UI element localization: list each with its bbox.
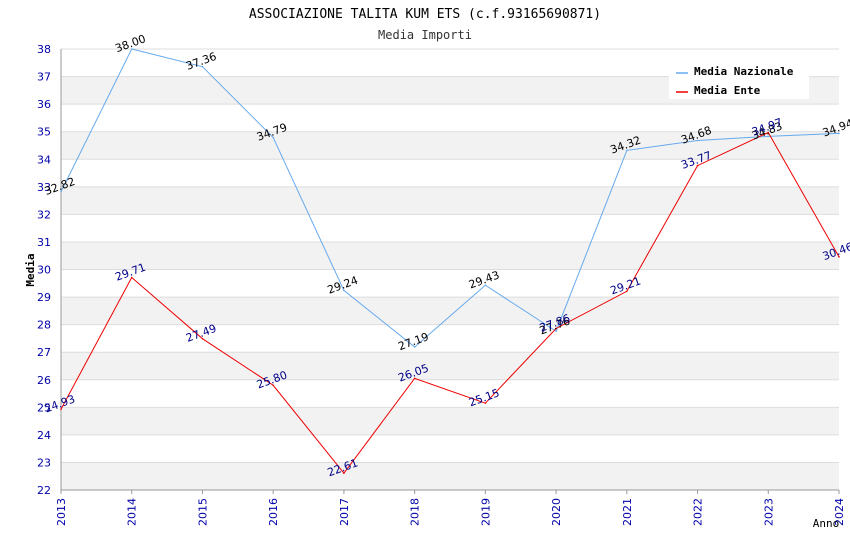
grid-band [61,297,839,325]
x-tick-label: 2013 [55,498,68,526]
axes [60,49,839,491]
data-label-media-ente: 29.21 [609,274,643,297]
x-tick-label: 2015 [196,498,209,526]
x-tick-label: 2024 [833,498,846,526]
data-point-media-nazionale [343,289,345,292]
data-point-media-nazionale [696,139,699,142]
data-point-media-nazionale [555,330,557,333]
data-point-media-nazionale [838,132,840,135]
chart-title: ASSOCIAZIONE TALITA KUM ETS (c.f.9316569… [249,7,601,22]
legend-box [669,59,809,99]
y-tick-label: 33 [37,181,51,194]
data-label-media-nazionale: 29.24 [326,274,360,297]
data-label-media-ente: 25.15 [467,386,501,409]
data-point-media-ente [60,408,62,411]
data-point-media-nazionale [201,65,204,68]
y-tick-label: 36 [37,98,51,111]
y-tick-label: 22 [37,484,51,497]
grid-band [61,462,839,490]
data-point-media-nazionale [767,135,770,138]
data-point-media-ente [484,402,487,404]
y-tick-label: 37 [37,71,51,84]
grid-band [61,407,839,435]
y-tick-label: 34 [37,153,51,166]
x-axis-label: Anno [813,517,840,530]
data-point-media-ente [838,256,840,258]
x-tick-label: 2018 [409,498,422,526]
background-bands [61,76,839,490]
x-tick-label: 2022 [692,498,705,526]
data-point-media-ente [413,377,416,380]
y-tick-label: 27 [37,346,51,359]
data-point-media-nazionale [60,190,62,193]
y-tick-label: 28 [37,319,51,332]
y-axis-ticks: 22 23 24 25 26 27 28 29 30 31 32 33 34 35 36 37 38 [37,43,51,497]
grid-band [61,241,839,270]
data-point-media-ente [130,276,133,279]
y-tick-label: 25 [37,401,51,414]
data-point-media-ente [343,472,345,474]
data-point-media-ente [272,384,274,387]
x-tick-label: 2021 [621,498,634,526]
y-tick-label: 29 [37,291,51,304]
y-tick-label: 31 [37,236,51,249]
grid-band [61,131,839,160]
x-tick-label: 2020 [550,498,563,526]
data-point-media-nazionale [413,346,416,348]
grid-band [61,352,839,380]
y-tick-label: 35 [37,126,51,139]
series-lines [60,48,840,475]
x-tick-label: 2023 [762,498,775,526]
data-point-media-nazionale [272,136,274,139]
y-tick-label: 32 [37,208,51,221]
x-tick-label: 2016 [267,498,280,526]
y-axis-label: Media [24,253,37,286]
data-point-media-ente [696,164,699,167]
data-point-media-ente [201,337,204,340]
data-point-media-ente [555,327,557,330]
y-tick-label: 26 [37,374,51,387]
data-point-media-nazionale [484,284,487,287]
data-label-media-nazionale: 37.36 [184,50,218,73]
data-label-media-nazionale: 27.19 [396,330,430,353]
x-tick-label: 2017 [338,498,351,526]
legend-label-media-ente: Media Ente [694,84,761,97]
y-tick-label: 24 [37,429,51,442]
data-point-media-ente [767,131,770,134]
data-point-media-ente [626,290,628,293]
series-line-media-ente [60,131,840,475]
data-label-media-nazionale: 29.43 [467,268,501,291]
x-tick-label: 2019 [479,498,492,526]
x-tick-label: 2014 [126,498,139,526]
grid-band [61,186,839,215]
y-tick-label: 23 [37,456,51,469]
series-line-media-nazionale [60,48,840,348]
data-point-media-nazionale [130,48,133,50]
legend: Media Nazionale Media Ente [669,59,809,99]
data-label-media-ente: 27.49 [184,322,218,345]
chart-subtitle: Media Importi [378,28,472,42]
y-tick-label: 30 [37,264,51,277]
y-tick-label: 38 [37,43,51,56]
data-point-media-nazionale [626,149,628,152]
x-axis-ticks: 2013 2014 2015 2016 2017 2018 2019 2020 2021 2022… [55,490,846,526]
legend-label-media-nazionale: Media Nazionale [694,65,794,78]
